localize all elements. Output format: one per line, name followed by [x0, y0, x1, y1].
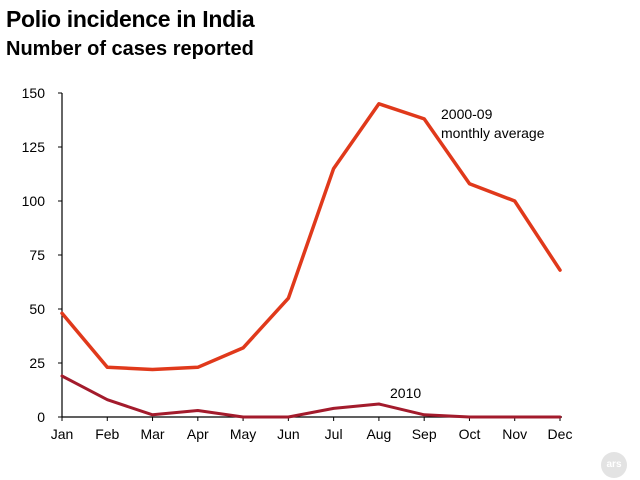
x-tick-label: Jun: [277, 426, 300, 442]
chart-title: Polio incidence in India: [6, 6, 255, 32]
y-tick-label: 0: [37, 409, 45, 425]
series-line-1: [60, 374, 562, 419]
x-tick-label: Oct: [459, 426, 481, 442]
series-label-0: monthly average: [441, 125, 545, 141]
y-tick-label: 75: [29, 247, 45, 263]
x-tick-label: May: [230, 426, 256, 442]
series-label-1: 2010: [390, 385, 421, 401]
chart-subtitle: Number of cases reported: [6, 38, 254, 60]
y-tick-label: 125: [22, 139, 46, 155]
x-tick-label: Sep: [412, 426, 437, 442]
x-tick-label: Jul: [325, 426, 343, 442]
x-tick-label: Apr: [187, 426, 209, 442]
y-tick-label: 50: [29, 301, 45, 317]
x-tick-label: Feb: [95, 426, 119, 442]
x-tick-label: Jan: [51, 426, 74, 442]
y-tick-label: 150: [22, 85, 46, 101]
series-label-0: 2000-09: [441, 106, 493, 122]
series-line-0: [60, 102, 562, 372]
y-tick-label: 25: [29, 355, 45, 371]
ars-logo-icon: ars: [601, 452, 627, 478]
y-tick-label: 100: [22, 193, 46, 209]
x-tick-label: Mar: [140, 426, 164, 442]
x-tick-label: Aug: [366, 426, 391, 442]
x-tick-label: Nov: [502, 426, 527, 442]
x-tick-label: Dec: [548, 426, 573, 442]
